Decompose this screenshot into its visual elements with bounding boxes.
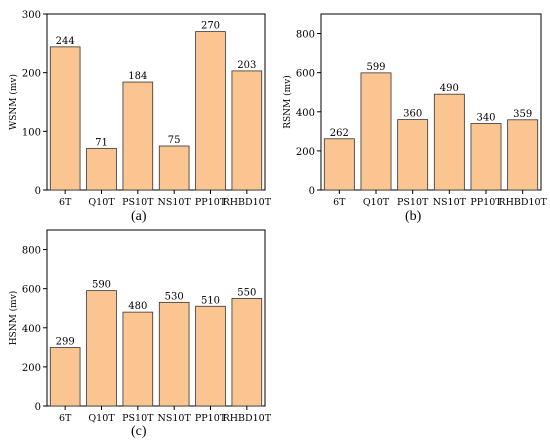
bar bbox=[86, 147, 117, 191]
bar-value-label: 510 bbox=[201, 295, 220, 306]
y-tick-label: 600 bbox=[22, 285, 41, 296]
bar bbox=[122, 81, 154, 191]
bar bbox=[323, 138, 355, 191]
x-tick-label: PS10T bbox=[397, 197, 429, 208]
bar bbox=[86, 290, 117, 407]
y-tick-label: 200 bbox=[22, 69, 41, 80]
y-tick-label: 400 bbox=[22, 324, 41, 335]
y-axis-label: HSNM (mv) bbox=[8, 291, 19, 346]
x-tick-label: RHBD10T bbox=[223, 413, 272, 424]
bar bbox=[49, 347, 81, 407]
bar bbox=[122, 311, 154, 407]
x-tick-label: 6T bbox=[333, 197, 346, 208]
bar bbox=[231, 70, 263, 191]
x-tick-label: NS10T bbox=[158, 197, 192, 208]
y-tick-label: 0 bbox=[309, 186, 315, 197]
y-tick-label: 800 bbox=[296, 30, 315, 41]
bar-value-label: 480 bbox=[128, 301, 147, 312]
bar bbox=[231, 298, 263, 407]
plot-frame bbox=[46, 13, 266, 191]
y-tick-label: 600 bbox=[296, 69, 315, 80]
bar bbox=[195, 305, 226, 407]
bar-value-label: 530 bbox=[165, 291, 184, 302]
bar bbox=[158, 301, 190, 407]
x-tick-label: RHBD10T bbox=[223, 197, 272, 208]
bar-value-label: 490 bbox=[440, 83, 459, 94]
bar bbox=[433, 93, 465, 191]
y-tick-label: 400 bbox=[296, 108, 315, 119]
caption-a: (a) bbox=[131, 209, 147, 224]
bar bbox=[470, 123, 502, 191]
caption-c: (c) bbox=[131, 424, 147, 439]
x-tick-label: NS10T bbox=[433, 197, 467, 208]
chart-2: 0 200 400 600 800 HSNM (mv) 299 6T 590 Q10T 480 PS1… bbox=[8, 229, 272, 424]
x-tick-label: PS10T bbox=[122, 197, 154, 208]
bar bbox=[158, 145, 190, 191]
x-tick-label: 6T bbox=[59, 197, 72, 208]
bar bbox=[49, 46, 81, 191]
y-tick-label: 100 bbox=[22, 127, 41, 138]
y-tick-label: 0 bbox=[35, 186, 41, 197]
bar-value-label: 550 bbox=[237, 287, 256, 298]
bar-value-label: 590 bbox=[92, 280, 111, 291]
bar bbox=[360, 72, 392, 191]
x-tick-label: Q10T bbox=[363, 197, 390, 208]
bar-value-label: 599 bbox=[366, 62, 385, 73]
x-tick-label: Q10T bbox=[88, 413, 115, 424]
x-tick-label: RHBD10T bbox=[498, 197, 547, 208]
bar-value-label: 359 bbox=[513, 109, 532, 120]
x-tick-label: 6T bbox=[59, 413, 72, 424]
x-tick-label: Q10T bbox=[88, 197, 115, 208]
bar-value-label: 270 bbox=[201, 21, 220, 32]
bar-value-label: 71 bbox=[95, 137, 108, 148]
y-axis-label: WSNM (mv) bbox=[8, 74, 19, 130]
bar-value-label: 184 bbox=[128, 71, 147, 82]
x-tick-label: PP10T bbox=[195, 197, 227, 208]
bar bbox=[507, 119, 539, 191]
bar-value-label: 75 bbox=[168, 135, 181, 146]
chart-1: 0 200 400 600 800 RSNM (mv) 262 6T 599 Q10T 360 PS1… bbox=[282, 13, 548, 208]
bar-value-label: 360 bbox=[403, 109, 422, 120]
y-tick-label: 300 bbox=[22, 10, 41, 21]
x-tick-label: NS10T bbox=[158, 413, 192, 424]
x-tick-label: PS10T bbox=[122, 413, 154, 424]
chart-0: 0 100 200 300 WSNM (mv) 244 6T 71 Q10T 184 PS10T 75… bbox=[8, 10, 272, 208]
x-tick-label: PP10T bbox=[470, 197, 502, 208]
y-tick-label: 800 bbox=[22, 246, 41, 257]
y-tick-label: 0 bbox=[35, 402, 41, 413]
y-tick-label: 200 bbox=[22, 363, 41, 374]
plot-frame bbox=[320, 13, 542, 191]
y-tick-label: 200 bbox=[296, 147, 315, 158]
bar-value-label: 244 bbox=[56, 36, 75, 47]
bar bbox=[195, 31, 226, 191]
bar-value-label: 262 bbox=[330, 128, 349, 139]
bar bbox=[397, 119, 429, 191]
bar-value-label: 299 bbox=[56, 337, 75, 348]
caption-b: (b) bbox=[405, 209, 422, 224]
x-tick-label: PP10T bbox=[195, 413, 227, 424]
bar-value-label: 203 bbox=[237, 60, 256, 71]
bar-value-label: 340 bbox=[476, 113, 495, 124]
plot-frame bbox=[46, 229, 266, 407]
y-axis-label: RSNM (mv) bbox=[282, 75, 293, 129]
